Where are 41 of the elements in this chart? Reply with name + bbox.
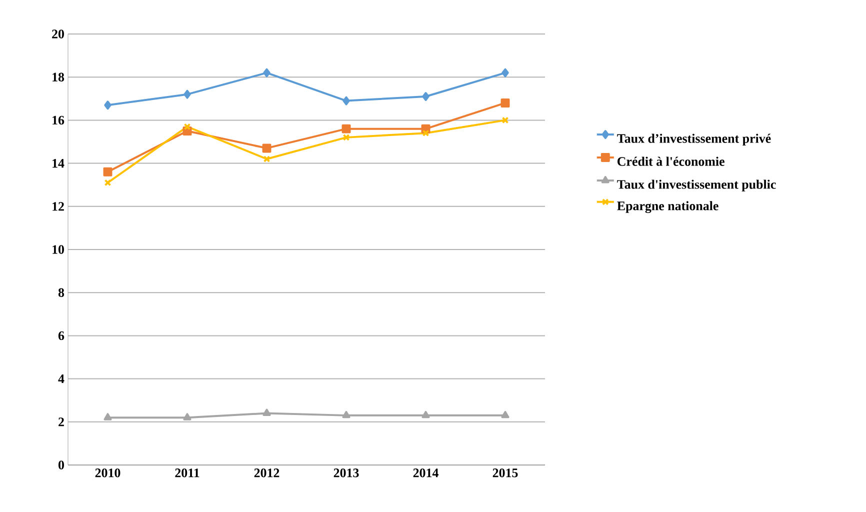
point xyxy=(263,156,270,162)
y-tick-label: 12 xyxy=(52,202,64,211)
y-tick-label: 8 xyxy=(58,288,64,297)
y-tick-label: 20 xyxy=(52,30,64,38)
y-tick-label: 10 xyxy=(52,245,64,254)
point xyxy=(262,144,272,153)
x-tick-label: 2011 xyxy=(175,468,200,478)
x-tick-label: 2014 xyxy=(413,468,438,478)
x-tick-label: 2010 xyxy=(95,468,120,478)
x-tick-label: 2012 xyxy=(254,468,280,478)
y-tick-label: 18 xyxy=(52,72,64,82)
y-tick-label: 14 xyxy=(52,159,64,168)
point xyxy=(422,410,430,418)
point xyxy=(342,96,350,106)
point xyxy=(262,408,271,416)
point xyxy=(183,413,192,420)
y-tick-label: 6 xyxy=(58,331,64,340)
y-tick-label: 16 xyxy=(52,116,64,125)
point xyxy=(184,123,191,130)
point xyxy=(104,413,112,420)
legend-label: Epargne nationale xyxy=(617,201,718,214)
point xyxy=(263,68,270,78)
legend-label: Taux d'investissement public xyxy=(617,180,776,192)
y-tick-label: 4 xyxy=(58,374,64,384)
x-tick-label: 2013 xyxy=(334,468,359,478)
point xyxy=(103,167,112,176)
x-tick-label: 2015 xyxy=(492,468,518,478)
legend-label: Taux d’investissement privé xyxy=(617,134,771,146)
point xyxy=(342,124,351,134)
point xyxy=(342,410,350,418)
point xyxy=(502,68,509,78)
point xyxy=(342,134,350,141)
point xyxy=(104,100,112,110)
point xyxy=(184,90,191,99)
y-tick-label: 0 xyxy=(58,460,64,470)
point xyxy=(422,130,430,137)
legend-label: Crédit à l'économie xyxy=(618,156,724,166)
y-tick-label: 2 xyxy=(58,418,64,426)
point xyxy=(422,92,430,101)
point xyxy=(501,410,510,418)
point xyxy=(500,98,510,108)
